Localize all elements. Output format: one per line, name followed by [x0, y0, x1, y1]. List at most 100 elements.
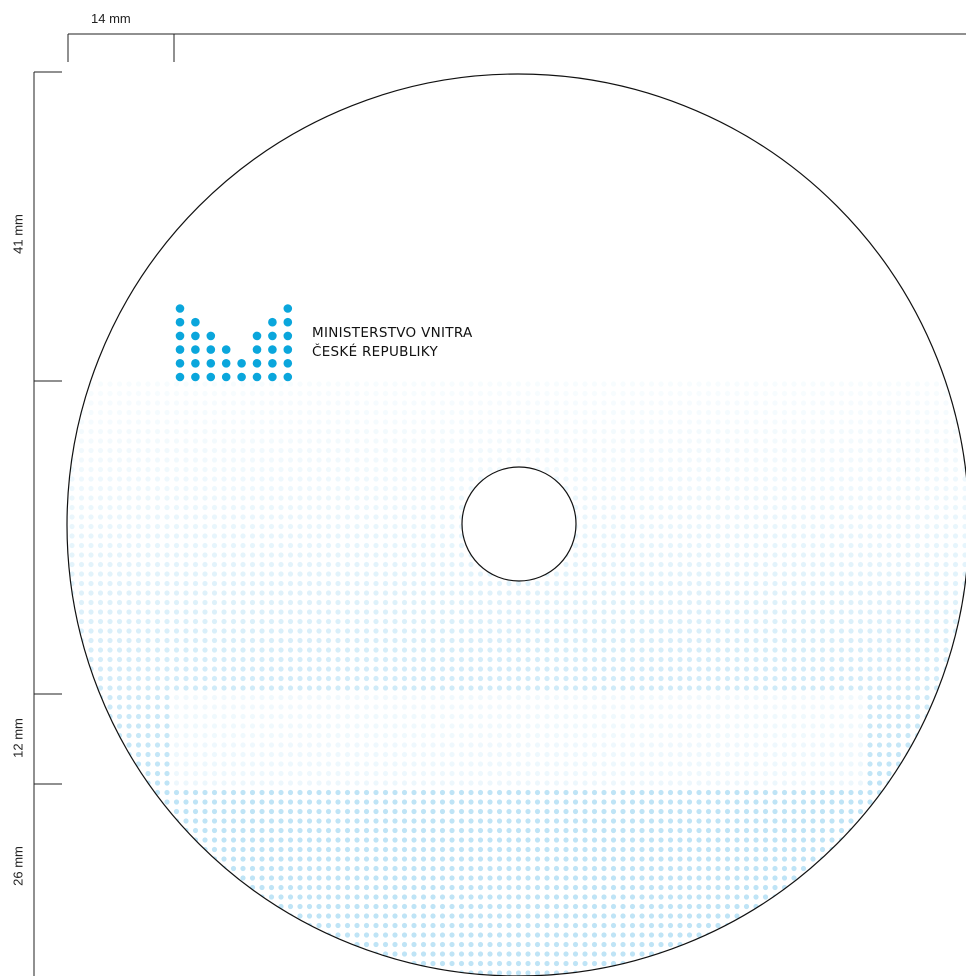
pattern-dot — [458, 561, 465, 568]
pattern-dot — [192, 637, 199, 644]
pattern-dot — [268, 618, 275, 625]
pattern-dot — [601, 846, 607, 853]
pattern-dot — [601, 742, 607, 748]
pattern-dot — [943, 571, 949, 577]
pattern-dot — [373, 647, 379, 653]
pattern-dot — [629, 637, 636, 644]
pattern-dot — [306, 799, 313, 805]
pattern-dot — [173, 827, 180, 834]
pattern-dot — [363, 514, 370, 520]
pattern-dot — [135, 875, 142, 881]
pattern-dot — [515, 732, 522, 739]
pattern-dot — [373, 704, 379, 710]
pattern-dot — [145, 419, 151, 425]
pattern-dot — [591, 381, 598, 387]
pattern-dot — [249, 428, 256, 435]
pattern-dot — [677, 381, 683, 387]
pattern-dot — [658, 656, 664, 663]
pattern-dot — [610, 580, 617, 587]
pattern-dot — [240, 713, 246, 720]
pattern-dot — [306, 590, 313, 596]
pattern-dot — [506, 390, 512, 397]
pattern-dot — [743, 485, 750, 492]
pattern-dot — [838, 457, 845, 463]
pattern-dot — [667, 770, 674, 777]
pattern-dot — [287, 381, 294, 387]
pattern-dot — [724, 837, 731, 843]
pattern-dot — [69, 618, 75, 625]
pattern-dot — [164, 761, 170, 767]
pattern-dot — [905, 666, 911, 672]
pattern-dot — [762, 761, 769, 767]
pattern-dot — [173, 751, 180, 758]
pattern-dot — [886, 656, 892, 663]
pattern-dot — [819, 837, 826, 843]
pattern-dot — [240, 780, 246, 786]
pattern-dot — [325, 685, 332, 691]
pattern-dot — [420, 808, 427, 815]
pattern-dot — [458, 856, 465, 862]
pattern-dot — [620, 447, 626, 454]
pattern-dot — [876, 590, 883, 596]
pattern-dot — [306, 694, 313, 701]
pattern-dot — [829, 571, 835, 577]
pattern-dot — [610, 751, 617, 758]
pattern-dot — [829, 713, 835, 720]
pattern-dot — [962, 827, 966, 834]
pattern-dot — [952, 704, 959, 710]
pattern-dot — [487, 428, 493, 435]
pattern-dot — [401, 514, 408, 520]
pattern-dot — [259, 523, 265, 530]
pattern-dot — [572, 761, 579, 767]
pattern-dot — [458, 637, 465, 644]
pattern-dot — [249, 580, 256, 587]
pattern-dot — [325, 457, 332, 463]
pattern-dot — [610, 675, 617, 682]
pattern-dot — [629, 504, 636, 511]
pattern-dot — [914, 837, 921, 843]
pattern-dot — [354, 523, 360, 530]
pattern-dot — [477, 837, 484, 843]
pattern-dot — [506, 400, 512, 406]
pattern-dot — [876, 409, 883, 416]
pattern-dot — [696, 552, 702, 558]
pattern-dot — [183, 590, 189, 596]
pattern-dot — [667, 656, 674, 663]
pattern-dot — [772, 666, 778, 672]
pattern-dot — [401, 685, 408, 691]
pattern-dot — [420, 723, 427, 729]
pattern-dot — [78, 419, 85, 425]
pattern-dot — [572, 485, 579, 492]
pattern-dot — [800, 523, 807, 530]
pattern-dot — [515, 780, 522, 786]
pattern-dot — [154, 656, 161, 663]
pattern-dot — [240, 637, 246, 644]
pattern-dot — [601, 400, 607, 406]
pattern-dot — [781, 761, 788, 767]
pattern-dot — [192, 808, 199, 815]
pattern-dot — [249, 495, 256, 501]
pattern-dot — [857, 732, 864, 739]
pattern-dot — [354, 751, 360, 758]
pattern-dot — [240, 599, 246, 606]
pattern-dot — [838, 447, 845, 454]
pattern-dot — [240, 732, 246, 739]
pattern-dot — [962, 675, 966, 682]
pattern-dot — [69, 799, 75, 805]
pattern-dot — [601, 713, 607, 720]
pattern-dot — [363, 466, 370, 473]
pattern-dot — [487, 447, 493, 454]
pattern-dot — [914, 381, 921, 387]
pattern-dot — [439, 590, 446, 596]
pattern-dot — [686, 808, 693, 815]
pattern-dot — [449, 609, 455, 615]
pattern-dot — [905, 770, 911, 777]
pattern-dot — [705, 685, 712, 691]
pattern-dot — [743, 447, 750, 454]
pattern-dot — [325, 400, 332, 406]
pattern-dot — [582, 723, 588, 729]
pattern-dot — [439, 400, 446, 406]
pattern-dot — [753, 666, 759, 672]
pattern-dot — [88, 789, 94, 796]
pattern-dot — [819, 751, 826, 758]
